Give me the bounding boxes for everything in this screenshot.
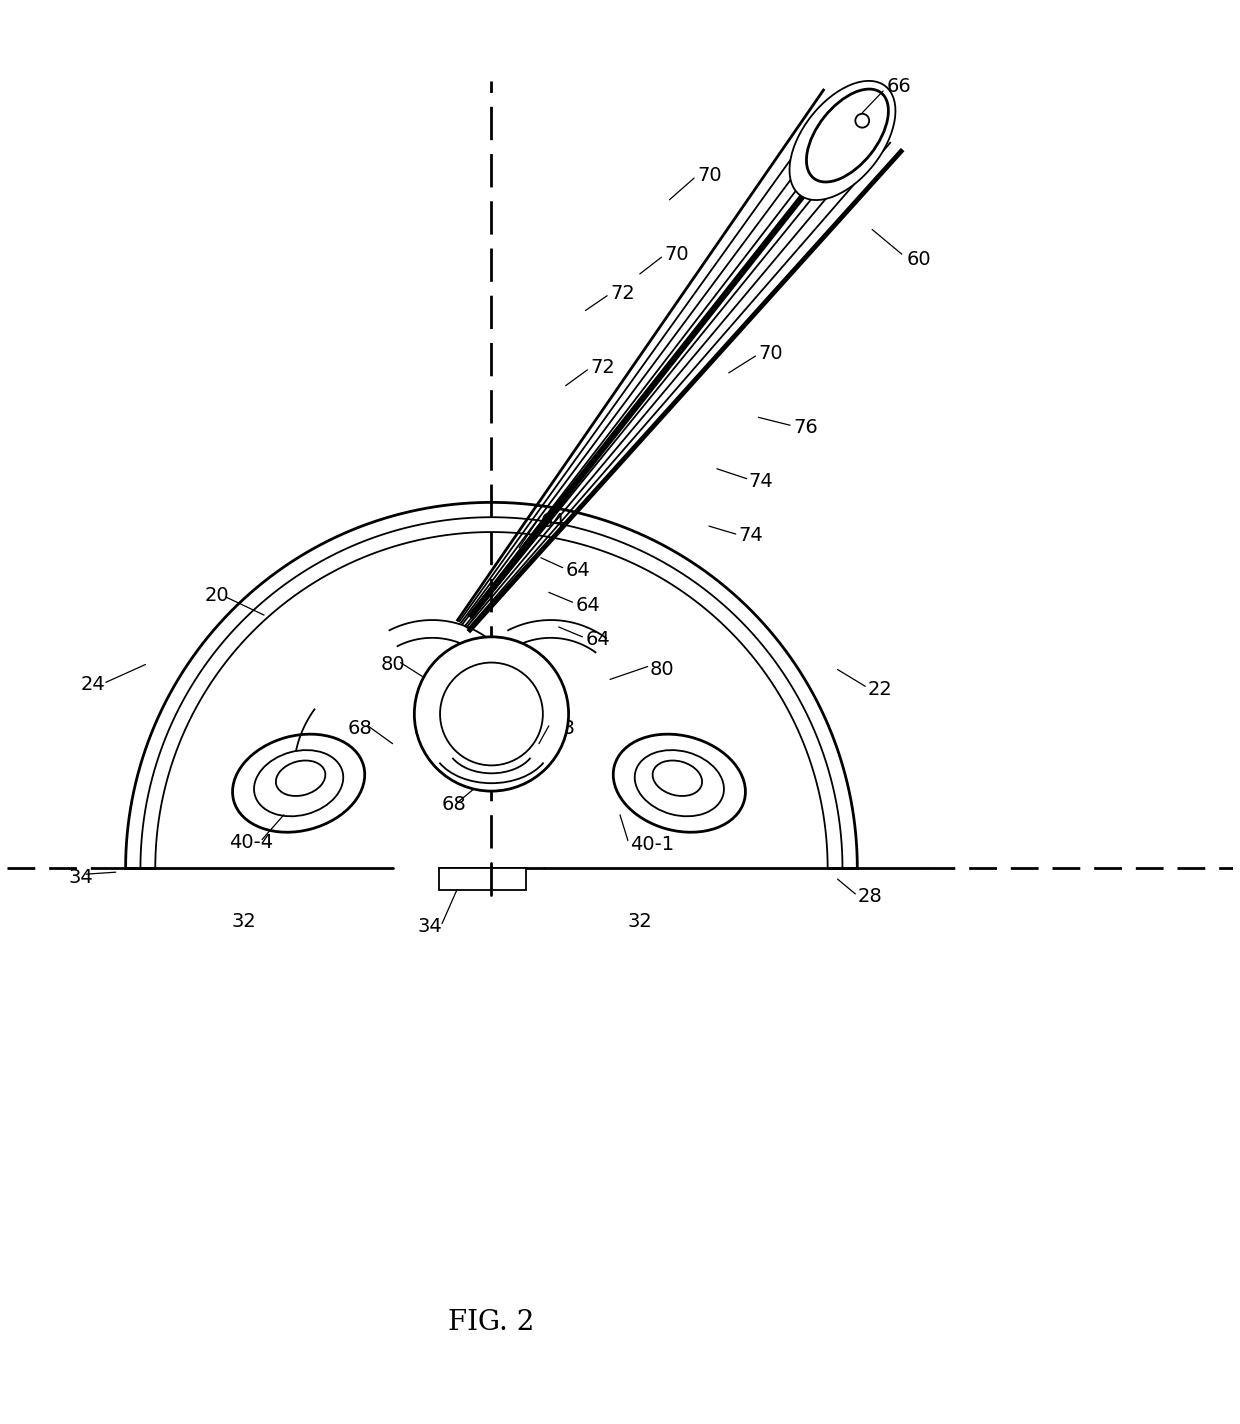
Ellipse shape — [790, 81, 895, 199]
Text: 20: 20 — [205, 585, 229, 605]
Ellipse shape — [614, 735, 745, 832]
Text: 68: 68 — [551, 719, 575, 738]
Ellipse shape — [233, 735, 365, 832]
Text: 40-4: 40-4 — [229, 833, 274, 852]
Ellipse shape — [275, 760, 325, 796]
Text: 34: 34 — [418, 917, 441, 936]
Ellipse shape — [652, 760, 702, 796]
Text: 24: 24 — [81, 675, 105, 693]
Text: 64: 64 — [575, 595, 600, 615]
Ellipse shape — [635, 750, 724, 816]
Text: 64: 64 — [565, 561, 590, 580]
Text: 64: 64 — [585, 631, 610, 649]
Text: 80: 80 — [650, 659, 675, 679]
Text: 66: 66 — [887, 77, 911, 95]
Text: 72: 72 — [610, 285, 635, 303]
Text: 74: 74 — [739, 527, 764, 545]
Text: 34: 34 — [68, 867, 93, 887]
Text: 70: 70 — [759, 343, 782, 363]
Text: 70: 70 — [697, 165, 722, 185]
Text: 32: 32 — [232, 913, 257, 931]
Text: 68: 68 — [348, 719, 373, 738]
Text: FIG. 2: FIG. 2 — [449, 1309, 534, 1336]
Text: 68: 68 — [441, 796, 466, 815]
Text: 32: 32 — [627, 913, 652, 931]
Text: 28: 28 — [857, 887, 882, 907]
Circle shape — [856, 114, 869, 128]
Text: 80: 80 — [381, 655, 405, 674]
Text: 76: 76 — [794, 417, 818, 437]
Circle shape — [414, 637, 569, 792]
Circle shape — [440, 662, 543, 765]
Text: 22: 22 — [867, 679, 892, 699]
Text: 74: 74 — [749, 473, 774, 491]
Text: 64: 64 — [541, 511, 565, 531]
Ellipse shape — [806, 90, 888, 182]
Text: 40-1: 40-1 — [630, 834, 675, 854]
Text: 70: 70 — [665, 245, 689, 263]
Text: 72: 72 — [590, 359, 615, 377]
Bar — [439, 869, 526, 890]
Text: 60: 60 — [906, 249, 931, 269]
Ellipse shape — [254, 750, 343, 816]
